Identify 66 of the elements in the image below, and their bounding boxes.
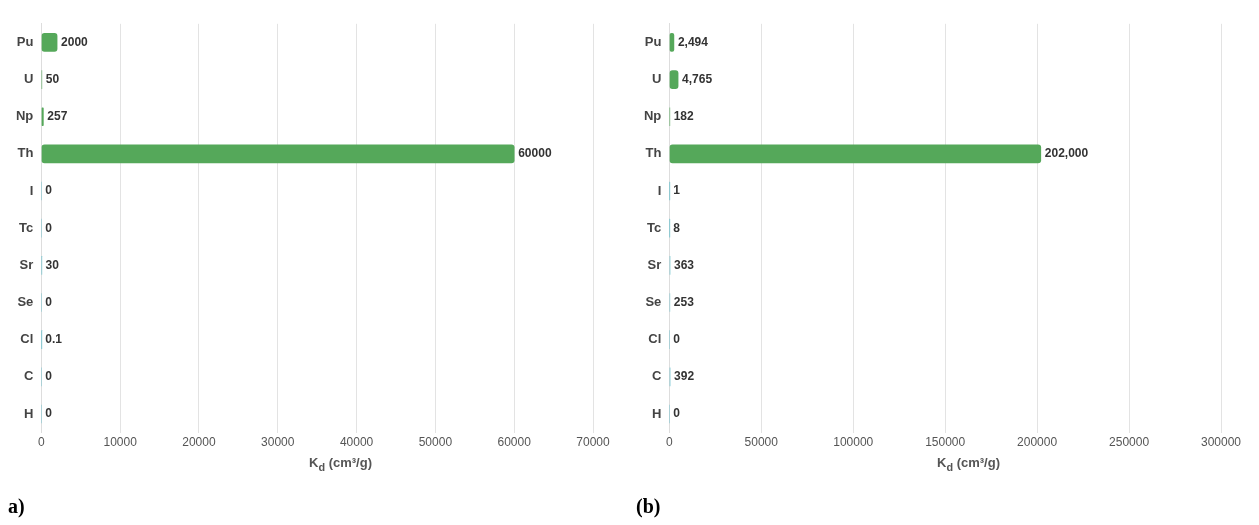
y-tick-label: Np: [643, 108, 662, 124]
x-tick-label: 20000: [182, 435, 216, 450]
data-label: 50: [45, 71, 60, 86]
data-label: 202,000: [1044, 146, 1089, 161]
data-label: 0: [673, 406, 681, 421]
y-tick-label: H: [23, 405, 34, 421]
y-tick-label: Cl: [648, 331, 662, 347]
y-tick-label: Cl: [20, 331, 34, 347]
y-tick-label: U: [23, 71, 34, 87]
x-tick-label: 30000: [261, 435, 295, 450]
text: (b): [636, 494, 662, 518]
y-tick-label: Se: [17, 294, 34, 310]
x-tick-label: 0: [665, 435, 673, 450]
y-tick-label: Se: [645, 294, 662, 310]
data-label: 392: [674, 369, 695, 384]
data-label: 30: [45, 257, 60, 272]
data-label: 0: [45, 369, 53, 384]
x-tick-label: 250000: [1109, 435, 1150, 450]
data-label: 182: [673, 109, 695, 124]
data-label: 253: [673, 294, 695, 309]
x-tick-label: 60000: [497, 435, 532, 450]
bar: [669, 144, 1042, 164]
data-label: 2,494: [677, 34, 709, 49]
x-tick-label: 100000: [833, 435, 874, 450]
x-tick-label: 70000: [576, 435, 611, 450]
x-tick-label: 50000: [418, 435, 453, 450]
y-tick-label: Np: [15, 108, 34, 124]
y-tick-label: I: [29, 182, 34, 198]
bar: [41, 33, 58, 52]
data-label: 257: [47, 109, 68, 124]
x-axis-title: K$_{d}$ (cm³/g): [308, 455, 373, 473]
y-tick-label: Th: [17, 145, 34, 161]
y-tick-label: U: [651, 71, 662, 87]
x-tick-label: 40000: [339, 435, 374, 450]
x-tick-label: 10000: [103, 435, 138, 450]
y-tick-label: Th: [645, 145, 662, 161]
x-tick-label: 200000: [1017, 435, 1058, 450]
x-tick-label: 50000: [744, 435, 779, 450]
y-tick-label: Sr: [647, 256, 662, 272]
x-axis-title: K$_{d}$ (cm³/g): [936, 455, 1001, 473]
data-label: 2000: [61, 34, 89, 49]
x-tick-label: 300000: [1200, 435, 1242, 450]
data-label: 0: [673, 332, 681, 346]
y-tick-label: Sr: [19, 256, 34, 272]
y-tick-label: H: [651, 405, 662, 421]
data-label: 0: [45, 220, 53, 235]
y-tick-label: I: [657, 182, 662, 198]
bar: [41, 144, 515, 164]
data-label: 1: [673, 183, 681, 198]
y-tick-label: Pu: [16, 33, 34, 49]
x-tick-label: 150000: [925, 435, 966, 450]
data-label: 0: [45, 294, 53, 309]
x-tick-label: 0: [37, 435, 45, 450]
data-label: 60000: [518, 146, 552, 161]
data-label: 8: [673, 220, 681, 235]
data-label: 0: [45, 406, 53, 421]
data-label: 363: [674, 257, 695, 272]
y-tick-label: C: [23, 368, 34, 384]
data-label: 4,765: [682, 71, 713, 86]
text: a): [8, 494, 26, 518]
data-label: 0: [45, 183, 53, 198]
y-tick-label: Tc: [647, 219, 662, 235]
y-tick-label: Pu: [644, 33, 662, 49]
y-tick-label: C: [651, 368, 662, 384]
y-tick-label: Tc: [19, 219, 34, 235]
data-label: 0.1: [45, 332, 63, 346]
